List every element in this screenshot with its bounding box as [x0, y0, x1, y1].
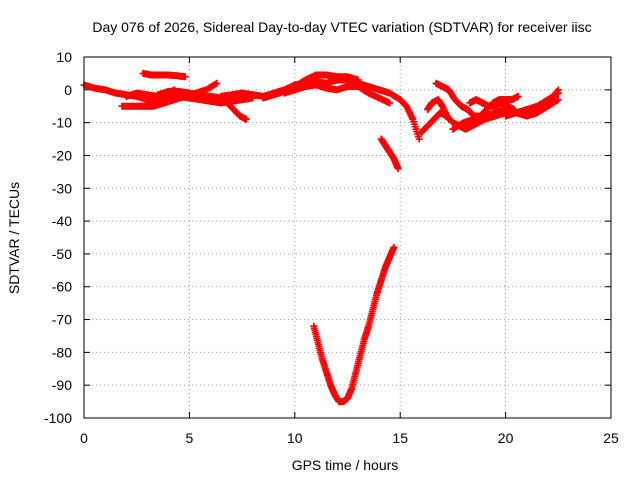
data-point [514, 92, 522, 100]
data-points [80, 69, 562, 406]
x-tick-label: 10 [287, 430, 303, 446]
series-s13 [424, 96, 453, 123]
series-s9 [280, 81, 394, 107]
y-tick-label: 10 [56, 49, 72, 65]
data-point [554, 96, 562, 104]
data-point [390, 243, 398, 251]
y-tick-label: -40 [52, 213, 72, 229]
x-tick-label: 5 [186, 430, 194, 446]
data-point [394, 165, 402, 173]
series-s6 [223, 99, 250, 123]
data-point [181, 73, 189, 81]
series-s4 [139, 69, 189, 81]
series-s2 [118, 79, 221, 110]
x-tick-label: 0 [80, 430, 88, 446]
chart-title: Day 076 of 2026, Sidereal Day-to-day VTE… [92, 19, 591, 35]
x-axis-label: GPS time / hours [292, 457, 399, 473]
y-tick-label: -10 [52, 115, 72, 131]
series-s11 [310, 243, 398, 406]
y-axis-label: SDTVAR / TECUs [6, 182, 22, 294]
y-tick-label: -30 [52, 180, 72, 196]
y-tick-label: -80 [52, 344, 72, 360]
data-point [238, 96, 246, 104]
y-tick-label: -90 [52, 377, 72, 393]
data-point [415, 135, 423, 143]
y-tick-label: -100 [44, 410, 72, 426]
x-tick-label: 25 [603, 430, 619, 446]
y-tick-label: 0 [64, 82, 72, 98]
x-tick-label: 15 [392, 430, 408, 446]
y-tick-label: -70 [52, 312, 72, 328]
data-point [354, 76, 362, 84]
data-point [211, 80, 219, 88]
data-point [242, 115, 250, 123]
data-point [554, 86, 562, 94]
y-tick-label: -50 [52, 246, 72, 262]
x-tick-label: 20 [498, 430, 514, 446]
data-point [445, 115, 453, 123]
data-point [553, 96, 561, 104]
data-point [213, 79, 221, 87]
series-s10 [377, 135, 402, 173]
y-tick-label: -20 [52, 147, 72, 163]
y-tick-label: -60 [52, 279, 72, 295]
plot-frame [83, 56, 612, 419]
series-s17 [502, 86, 562, 120]
data-point [386, 99, 394, 107]
